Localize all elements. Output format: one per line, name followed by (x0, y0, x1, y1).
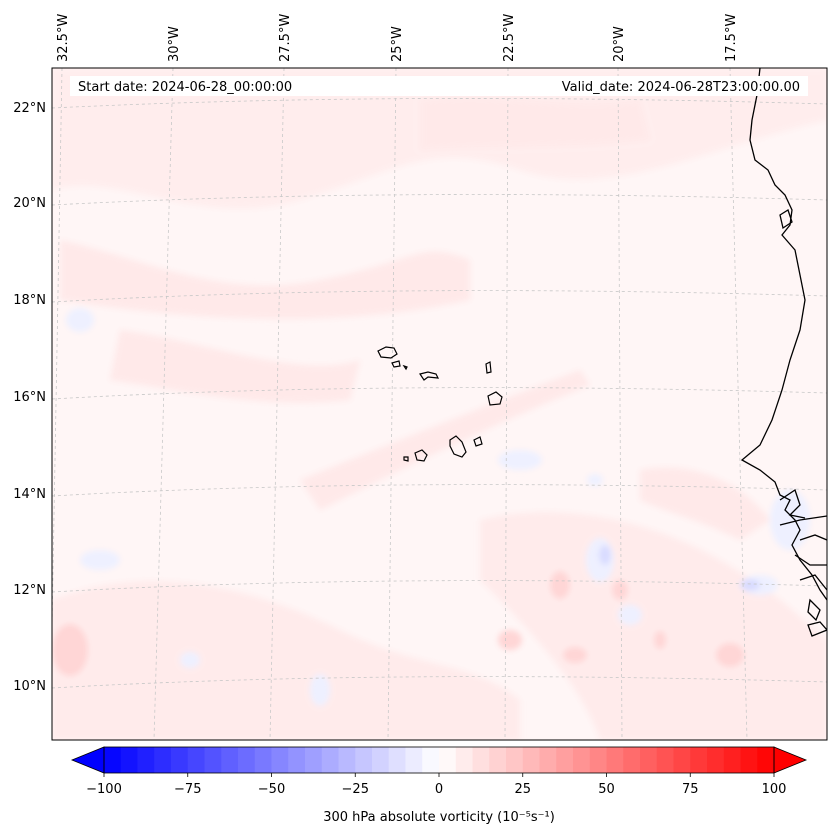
colorbar-segment (388, 747, 406, 773)
colorbar-segments (104, 747, 775, 773)
header-box (70, 76, 808, 96)
colorbar-tick-label: 100 (762, 782, 787, 797)
colorbar-segment (154, 747, 172, 773)
colorbar-segment (405, 747, 423, 773)
colorbar-segment (187, 747, 205, 773)
lat-label: 14°N (13, 487, 46, 502)
lat-label: 10°N (13, 679, 46, 694)
lat-label: 12°N (13, 583, 46, 598)
sao-vicente-island (391, 360, 401, 368)
gridlines (52, 68, 827, 740)
colorbar-segment (690, 747, 708, 773)
lon-label: 22.5°W (502, 14, 517, 62)
colorbar-segment (305, 747, 323, 773)
colorbar-segment (623, 747, 641, 773)
brava-island (403, 456, 409, 462)
lon-label: 25°W (390, 26, 405, 62)
longitude-labels: 32.5°W 30°W 27.5°W 25°W 22.5°W 20°W 17.5… (56, 14, 739, 62)
colorbar-tick-label: 50 (598, 782, 615, 797)
islands (377, 346, 503, 462)
sao-nicolau-island (419, 371, 440, 381)
colorbar-segment (120, 747, 138, 773)
start-date-text: Start date: 2024-06-28_00:00:00 (78, 80, 292, 95)
maio-island (473, 436, 483, 447)
colorbar-segment (171, 747, 189, 773)
colorbar-segment (556, 747, 574, 773)
colorbar-tick-label: −75 (174, 782, 201, 797)
colorbar-segment (422, 747, 440, 773)
coastline (740, 68, 827, 637)
colorbar-segment (238, 747, 256, 773)
colorbar-segment (372, 747, 390, 773)
colorbar-extend-high (773, 746, 808, 774)
colorbar-segment (640, 747, 658, 773)
colorbar-segment (221, 747, 239, 773)
colorbar-segment (539, 747, 557, 773)
colorbar-segment (740, 747, 758, 773)
colorbar-segment (522, 747, 540, 773)
santiago-island (449, 435, 467, 458)
colorbar-segment (137, 747, 155, 773)
colorbar-segment (439, 747, 457, 773)
colorbar-segment (204, 747, 222, 773)
colorbar-tick-label: −100 (86, 782, 122, 797)
santa-luzia-island (402, 364, 408, 371)
colorbar-segment (321, 747, 339, 773)
lon-label: 27.5°W (278, 14, 293, 62)
lat-label: 22°N (13, 101, 46, 116)
colorbar-label: 300 hPa absolute vorticity (10⁻⁵s⁻¹) (323, 810, 555, 825)
valid-date-text: Valid_date: 2024-06-28T23:00:00.00 (562, 80, 800, 95)
colorbar-segment (254, 747, 272, 773)
colorbar-segment (271, 747, 289, 773)
colorbar-tick-label: −50 (258, 782, 285, 797)
colorbar-segment (355, 747, 373, 773)
colorbar-segment (472, 747, 490, 773)
map-frame (51, 67, 828, 741)
lon-label: 20°W (612, 26, 627, 62)
lat-label: 16°N (13, 390, 46, 405)
colorbar-segment (757, 747, 775, 773)
colorbar-segment (288, 747, 306, 773)
colorbar-segment (338, 747, 356, 773)
african-coastline (740, 68, 827, 601)
colorbar-segment (606, 747, 624, 773)
lon-label: 32.5°W (56, 14, 71, 62)
boa-vista-island (487, 391, 503, 406)
santo-antao-island (377, 346, 398, 359)
colorbar-tick-label: 0 (435, 782, 443, 797)
colorbar-segment (656, 747, 674, 773)
colorbar-segment (104, 747, 122, 773)
colorbar-segment (673, 747, 691, 773)
lat-label: 20°N (13, 196, 46, 211)
colorbar-extend-low (70, 746, 105, 774)
colorbar-segment (589, 747, 607, 773)
colorbar-ticks: −100 −75 −50 −25 0 25 50 75 100 (86, 773, 786, 797)
colorbar-segment (573, 747, 591, 773)
colorbar-segment (489, 747, 507, 773)
colorbar-tick-label: 75 (682, 782, 699, 797)
fogo-island (414, 449, 428, 462)
sal-island (485, 361, 492, 374)
lat-label: 18°N (13, 293, 46, 308)
colorbar-segment (506, 747, 524, 773)
colorbar-segment (723, 747, 741, 773)
lon-label: 30°W (167, 26, 182, 62)
colorbar-segment (455, 747, 473, 773)
colorbar-tick-label: −25 (342, 782, 369, 797)
latitude-labels: 22°N 20°N 18°N 16°N 14°N 12°N 10°N (13, 101, 46, 694)
colorbar: −100 −75 −50 −25 0 25 50 75 100 300 hPa absolute… (70, 746, 808, 825)
colorbar-segment (707, 747, 725, 773)
lon-label: 17.5°W (724, 14, 739, 62)
colorbar-tick-label: 25 (514, 782, 531, 797)
vorticity-field (52, 68, 827, 740)
